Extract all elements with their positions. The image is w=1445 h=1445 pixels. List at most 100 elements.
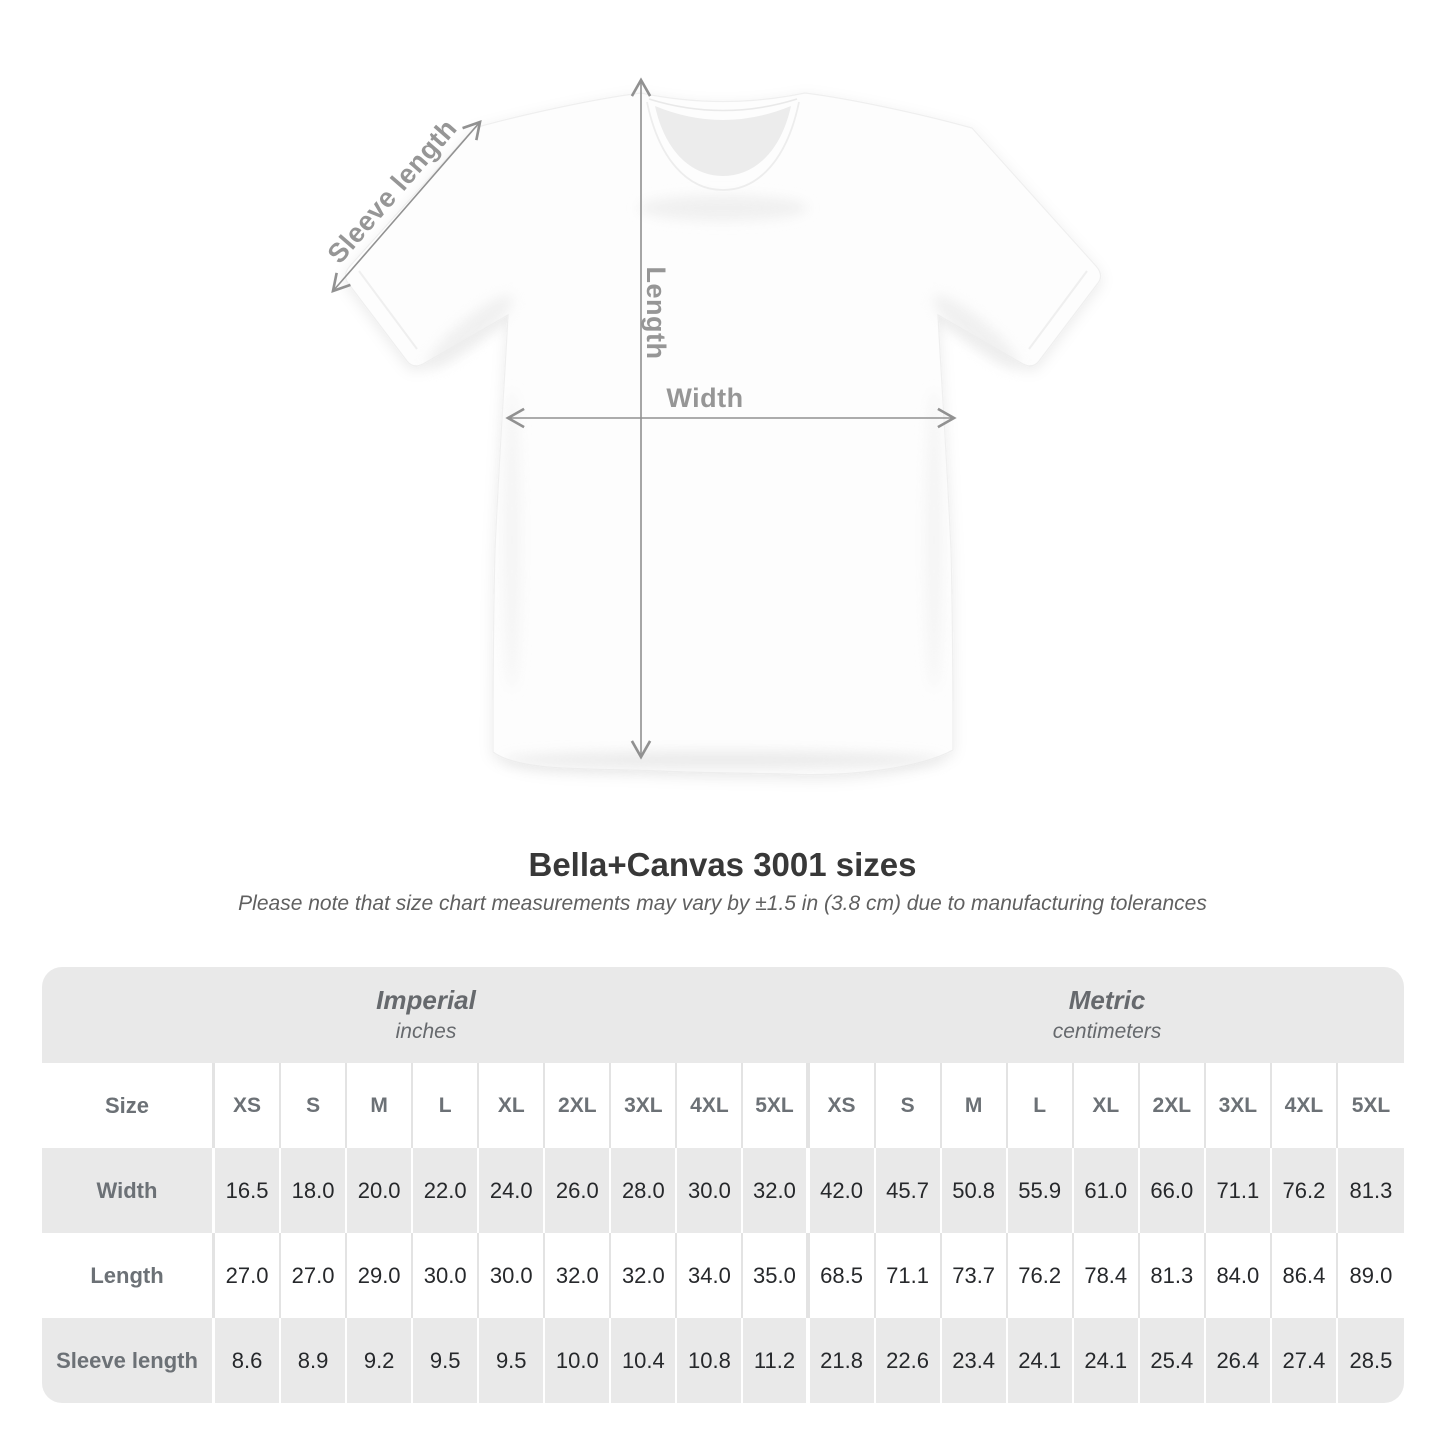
sleeve-length-imperial-xl: 9.5 <box>479 1318 546 1403</box>
metric-group-label: Metric <box>1068 985 1146 1016</box>
size-header-imperial-l: L <box>413 1063 480 1148</box>
size-header-imperial-xl: XL <box>479 1063 546 1148</box>
width-metric-4xl: 76.2 <box>1272 1148 1338 1233</box>
sleeve-length-metric-xl: 24.1 <box>1074 1318 1140 1403</box>
sleeve-length-imperial-2xl: 10.0 <box>545 1318 612 1403</box>
size-header-imperial-m: M <box>347 1063 414 1148</box>
width-imperial-4xl: 30.0 <box>677 1148 744 1233</box>
length-metric-4xl: 86.4 <box>1272 1233 1338 1318</box>
size-header-imperial-3xl: 3XL <box>611 1063 678 1148</box>
width-imperial-5xl: 32.0 <box>743 1148 810 1233</box>
size-header-metric-3xl: 3XL <box>1206 1063 1272 1148</box>
size-header-imperial-s: S <box>281 1063 348 1148</box>
row-label-sleeve-length: Sleeve length <box>42 1318 215 1403</box>
length-metric-l: 76.2 <box>1008 1233 1074 1318</box>
width-imperial-xl: 24.0 <box>479 1148 546 1233</box>
length-imperial-5xl: 35.0 <box>743 1233 810 1318</box>
size-header-row: Size XS S M L XL 2XL 3XL 4XL 5XL XS S M L XL 2XL 3XL 4XL 5… <box>42 1063 1404 1148</box>
row-label-length: Length <box>42 1233 215 1318</box>
tshirt-outline <box>344 92 1102 776</box>
width-imperial-xs: 16.5 <box>215 1148 282 1233</box>
width-imperial-2xl: 26.0 <box>545 1148 612 1233</box>
size-header-imperial-4xl: 4XL <box>677 1063 744 1148</box>
collar-seam-front <box>646 101 800 191</box>
sleeve-length-metric-l: 24.1 <box>1008 1318 1074 1403</box>
sleeve-length-imperial-3xl: 10.4 <box>611 1318 678 1403</box>
neck-opening <box>655 106 791 176</box>
sleeve-length-imperial-xs: 8.6 <box>215 1318 282 1403</box>
collar-seam-back <box>648 98 798 112</box>
sleeve-length-metric-3xl: 26.4 <box>1206 1318 1272 1403</box>
length-imperial-xl: 30.0 <box>479 1233 546 1318</box>
tshirt-shading <box>427 195 1019 769</box>
width-metric-xs: 42.0 <box>810 1148 876 1233</box>
size-header-imperial-xs: XS <box>215 1063 282 1148</box>
width-metric-l: 55.9 <box>1008 1148 1074 1233</box>
length-imperial-l: 30.0 <box>413 1233 480 1318</box>
length-metric-xs: 68.5 <box>810 1233 876 1318</box>
length-imperial-4xl: 34.0 <box>677 1233 744 1318</box>
sleeve-length-metric-2xl: 25.4 <box>1140 1318 1206 1403</box>
size-header-metric-4xl: 4XL <box>1272 1063 1338 1148</box>
length-imperial-xs: 27.0 <box>215 1233 282 1318</box>
length-imperial-3xl: 32.0 <box>611 1233 678 1318</box>
sleeve-length-metric-4xl: 27.4 <box>1272 1318 1338 1403</box>
width-metric-5xl: 81.3 <box>1349 1177 1393 1203</box>
length-imperial-2xl: 32.0 <box>545 1233 612 1318</box>
metric-group-unit: centimeters <box>1052 1019 1162 1043</box>
table-row-length: Length 27.0 27.0 29.0 30.0 30.0 32.0 32.0 34.0 35… <box>42 1233 1404 1318</box>
size-header-metric-xl: XL <box>1074 1063 1140 1148</box>
table-row-sleeve-length: Sleeve length 8.6 8.9 9.2 9.5 9.5 10.0 10.4 10.8… <box>42 1318 1404 1403</box>
tolerance-note: Please note that size chart measurements… <box>238 892 1207 915</box>
metric-group-header: Metric centimeters <box>810 967 1404 1063</box>
width-label: Width <box>666 383 743 413</box>
imperial-group-unit: inches <box>395 1019 457 1043</box>
tshirt-diagram-svg: Width Length Sleeve length <box>322 77 1102 776</box>
length-imperial-s: 27.0 <box>281 1233 348 1318</box>
width-imperial-s: 18.0 <box>281 1148 348 1233</box>
size-header-metric-xs: XS <box>810 1063 876 1148</box>
table-body: Width 16.5 18.0 20.0 22.0 24.0 26.0 28.0 30.0 32.… <box>42 1148 1404 1403</box>
width-imperial-m: 20.0 <box>347 1148 414 1233</box>
length-metric-5xl: 89.0 <box>1349 1262 1393 1288</box>
width-metric-3xl: 71.1 <box>1206 1148 1272 1233</box>
size-header-metric-5xl: 5XL <box>1351 1093 1391 1117</box>
sleeve-length-metric-s: 22.6 <box>876 1318 942 1403</box>
sleeve-length-metric-m: 23.4 <box>942 1318 1008 1403</box>
sleeve-length-imperial-l: 9.5 <box>413 1318 480 1403</box>
sleeve-length-imperial-4xl: 10.8 <box>677 1318 744 1403</box>
width-metric-2xl: 66.0 <box>1140 1148 1206 1233</box>
length-metric-xl: 78.4 <box>1074 1233 1140 1318</box>
size-header-imperial-5xl: 5XL <box>743 1063 810 1148</box>
sleeve-length-metric-xs: 21.8 <box>810 1318 876 1403</box>
width-metric-xl: 61.0 <box>1074 1148 1140 1233</box>
sleeve-length-imperial-m: 9.2 <box>347 1318 414 1403</box>
width-metric-s: 45.7 <box>876 1148 942 1233</box>
size-header-metric-l: L <box>1008 1063 1074 1148</box>
size-header-metric-2xl: 2XL <box>1140 1063 1206 1148</box>
page-title: Bella+Canvas 3001 sizes <box>528 846 917 883</box>
length-metric-2xl: 81.3 <box>1140 1233 1206 1318</box>
unit-group-header-row: Imperial inches Metric centimeters <box>42 967 1404 1063</box>
table-row-width: Width 16.5 18.0 20.0 22.0 24.0 26.0 28.0 30.0 32.… <box>42 1148 1404 1233</box>
width-imperial-l: 22.0 <box>413 1148 480 1233</box>
tshirt-illustration <box>344 92 1102 776</box>
size-table: Imperial inches Metric centimeters Size X… <box>42 967 1404 1403</box>
size-header-imperial-2xl: 2XL <box>545 1063 612 1148</box>
length-metric-s: 71.1 <box>876 1233 942 1318</box>
length-label: Length <box>641 267 671 360</box>
width-imperial-3xl: 28.0 <box>611 1148 678 1233</box>
length-imperial-m: 29.0 <box>347 1233 414 1318</box>
sleeve-length-imperial-s: 8.9 <box>281 1318 348 1403</box>
sleeve-length-metric-5xl: 28.5 <box>1349 1347 1393 1373</box>
imperial-group-header: Imperial inches <box>42 967 810 1063</box>
width-metric-m: 50.8 <box>942 1148 1008 1233</box>
row-label-width: Width <box>42 1148 215 1233</box>
imperial-group-label: Imperial <box>376 985 476 1016</box>
cuff-seam-right <box>1028 270 1088 350</box>
tshirt-measurement-diagram: Width Length Sleeve length <box>322 77 1102 776</box>
sleeve-length-imperial-5xl: 11.2 <box>743 1318 810 1403</box>
length-metric-m: 73.7 <box>942 1233 1008 1318</box>
sleeve-length-arrow <box>331 119 482 294</box>
